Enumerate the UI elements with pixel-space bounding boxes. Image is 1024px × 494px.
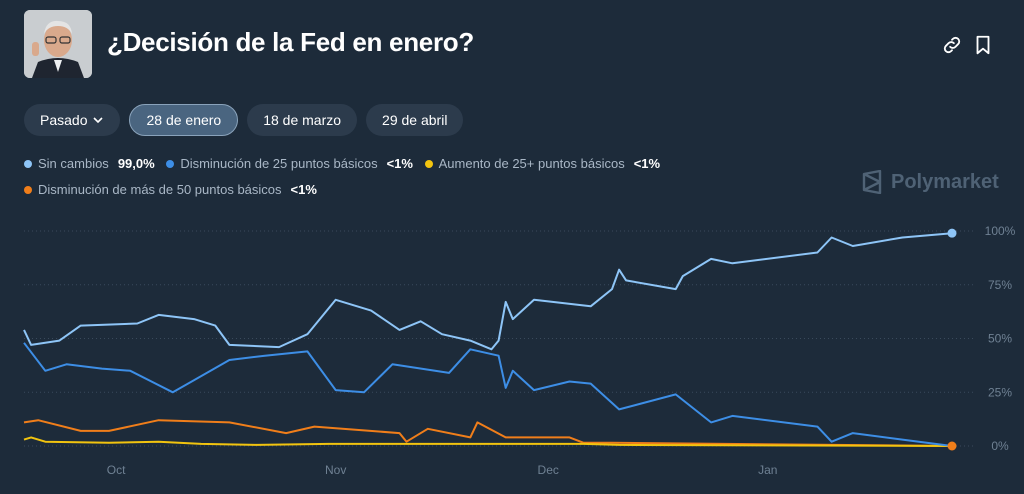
y-tick-label: 75% <box>988 278 1012 292</box>
link-icon <box>943 36 961 54</box>
y-tick-label: 100% <box>985 224 1016 238</box>
x-tick-label: Nov <box>325 463 346 477</box>
legend-label: Sin cambios <box>38 156 109 171</box>
legend-value: <1% <box>290 182 317 197</box>
legend-value: <1% <box>633 156 661 171</box>
tab-label: Pasado <box>40 112 88 128</box>
legend-dot <box>24 160 32 168</box>
legend-item-no-change: Sin cambios 99,0% <box>24 151 155 177</box>
series-line <box>23 419 953 447</box>
legend-label: Aumento de 25+ puntos básicos <box>438 156 625 171</box>
tab-mar-18[interactable]: 18 de marzo <box>247 104 358 136</box>
legend-dot <box>166 160 175 168</box>
series-end-marker <box>947 228 957 238</box>
tab-label: 29 de abril <box>382 112 448 128</box>
legend-item-hike-25: Aumento de 25+ puntos básicos <1% <box>424 151 661 177</box>
legend-label: Disminución de 25 puntos básicos <box>180 156 378 171</box>
legend-item-cut-25: Disminución de 25 puntos básicos <1% <box>166 151 413 177</box>
legend-dot <box>424 160 433 168</box>
polymarket-logo-icon <box>862 170 882 194</box>
legend-label: Disminución de más de 50 puntos básicos <box>38 182 282 197</box>
tab-label: 28 de enero <box>146 112 222 128</box>
y-tick-label: 25% <box>988 385 1012 399</box>
copy-link-button[interactable] <box>941 34 963 56</box>
page-title: ¿Decisión de la Fed en enero? <box>107 27 474 57</box>
tab-label: 18 de marzo <box>263 112 342 128</box>
legend-value: 99,0% <box>117 156 155 171</box>
tab-past-dropdown[interactable]: Pasado <box>24 104 121 136</box>
date-tabs: Pasado 28 de enero 18 de marzo 29 de abr… <box>24 104 464 136</box>
x-tick-label: Oct <box>107 463 126 477</box>
y-tick-label: 0% <box>991 439 1009 453</box>
series-end-marker <box>947 441 957 451</box>
series-line <box>23 436 953 447</box>
x-tick-label: Jan <box>758 463 777 477</box>
brand-name: Polymarket <box>891 170 999 193</box>
series-line <box>23 232 953 351</box>
x-tick-label: Dec <box>538 463 559 477</box>
series-line <box>23 342 953 447</box>
person-photo-icon <box>24 10 92 78</box>
tab-jan-28[interactable]: 28 de enero <box>129 104 239 136</box>
market-avatar <box>24 10 92 78</box>
y-tick-label: 50% <box>988 332 1012 346</box>
legend-value: <1% <box>386 156 413 171</box>
bookmark-button[interactable] <box>972 34 994 56</box>
chevron-down-icon <box>93 117 104 124</box>
legend-dot <box>24 186 32 194</box>
bookmark-icon <box>976 35 990 55</box>
tab-apr-29[interactable]: 29 de abril <box>366 104 464 136</box>
polymarket-watermark: Polymarket <box>861 170 999 194</box>
chart-legend: Sin cambios 99,0% Disminución de 25 punto… <box>24 151 784 203</box>
legend-item-cut-50plus: Disminución de más de 50 puntos básicos <… <box>24 177 317 203</box>
